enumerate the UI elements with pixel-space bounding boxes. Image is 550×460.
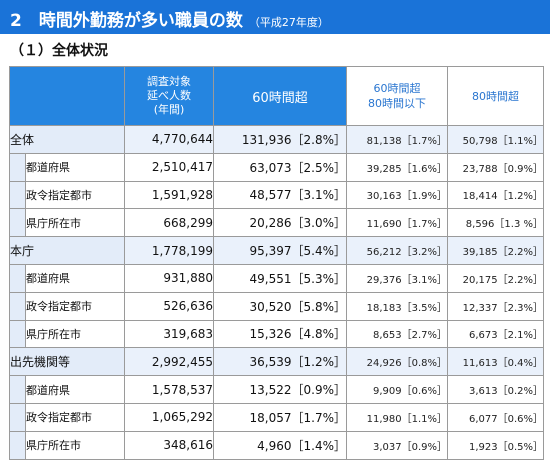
header-over60: 60時間超 xyxy=(213,66,347,126)
cell-survey: 319,683 xyxy=(124,319,214,349)
table-row: 県庁所在市 348,616 4,960［1.4%］ 3,037［0.9%］ 1,… xyxy=(9,430,544,460)
indent-cell xyxy=(9,402,26,432)
cell-survey: 668,299 xyxy=(124,208,214,238)
cell-over60: 49,551［5.3%］ xyxy=(213,263,347,293)
row-label: 政令指定都市 xyxy=(25,402,125,432)
row-label: 県庁所在市 xyxy=(25,430,125,460)
header-over60-to80: 60時間超 80時間以下 xyxy=(346,66,448,126)
title-banner: 2 時間外勤務が多い職員の数 （平成27年度） xyxy=(0,0,550,34)
indent-cell xyxy=(9,152,26,182)
cell-over60-to80: 11,980［1.1%］ xyxy=(346,402,448,432)
row-label: 本庁 xyxy=(9,236,125,265)
table-row: 政令指定都市 526,636 30,520［5.8%］ 18,183［3.5%］… xyxy=(9,291,544,321)
cell-over60-to80: 56,212［3.2%］ xyxy=(346,236,448,265)
indent-cell xyxy=(9,430,26,460)
header-over60-to80-line1: 60時間超 xyxy=(373,82,421,95)
cell-over60: 48,577［3.1%］ xyxy=(213,180,347,210)
table-row: 県庁所在市 319,683 15,326［4.8%］ 8,653［2.7%］ 6… xyxy=(9,319,544,349)
cell-over80: 20,175［2.2%］ xyxy=(447,263,544,293)
cell-over60: 36,539［1.2%］ xyxy=(213,347,347,377)
header-survey: 調査対象 延べ人数 (年間) xyxy=(124,66,214,126)
cell-survey: 4,770,644 xyxy=(124,125,214,154)
row-label: 全体 xyxy=(9,125,125,154)
table-header-row: 調査対象 延べ人数 (年間) 60時間超 60時間超 80時間以下 80時間超 xyxy=(9,66,544,126)
cell-over80: 3,613［0.2%］ xyxy=(447,375,544,404)
header-corner-cell xyxy=(9,66,125,126)
page-title-year: （平成27年度） xyxy=(248,16,329,29)
cell-over80: 1,923［0.5%］ xyxy=(447,430,544,460)
row-label: 都道府県 xyxy=(25,375,125,404)
indent-cell xyxy=(9,319,26,349)
cell-over80: 8,596［1.3 %］ xyxy=(447,208,544,238)
cell-over60-to80: 81,138［1.7%］ xyxy=(346,125,448,154)
cell-survey: 1,065,292 xyxy=(124,402,214,432)
row-label: 政令指定都市 xyxy=(25,180,125,210)
section-title: （１）全体状況 xyxy=(10,43,108,59)
row-label: 都道府県 xyxy=(25,152,125,182)
indent-cell xyxy=(9,263,26,293)
cell-over80: 12,337［2.3%］ xyxy=(447,291,544,321)
row-label: 都道府県 xyxy=(25,263,125,293)
header-survey-line1: 調査対象 xyxy=(147,75,191,88)
table-row: 都道府県 1,578,537 13,522［0.9%］ 9,909［0.6%］ … xyxy=(9,375,544,404)
cell-survey: 2,992,455 xyxy=(124,347,214,377)
table-row-group-total: 全体 4,770,644 131,936［2.8%］ 81,138［1.7%］ … xyxy=(9,125,544,154)
table-row-group-headoffice: 本庁 1,778,199 95,397［5.4%］ 56,212［3.2%］ 3… xyxy=(9,236,544,265)
row-label: 県庁所在市 xyxy=(25,208,125,238)
table-body: 全体 4,770,644 131,936［2.8%］ 81,138［1.7%］ … xyxy=(9,125,544,460)
cell-over80: 6,077［0.6%］ xyxy=(447,402,544,432)
cell-over60-to80: 24,926［0.8%］ xyxy=(346,347,448,377)
header-survey-line3: (年間) xyxy=(153,103,185,116)
cell-survey: 2,510,417 xyxy=(124,152,214,182)
table-row: 県庁所在市 668,299 20,286［3.0%］ 11,690［1.7%］ … xyxy=(9,208,544,238)
indent-cell xyxy=(9,291,26,321)
cell-survey: 526,636 xyxy=(124,291,214,321)
table-row: 都道府県 2,510,417 63,073［2.5%］ 39,285［1.6%］… xyxy=(9,152,544,182)
cell-over60: 95,397［5.4%］ xyxy=(213,236,347,265)
cell-survey: 1,778,199 xyxy=(124,236,214,265)
row-label: 出先機関等 xyxy=(9,347,125,377)
cell-over60: 30,520［5.8%］ xyxy=(213,291,347,321)
table-row: 政令指定都市 1,065,292 18,057［1.7%］ 11,980［1.1… xyxy=(9,402,544,432)
indent-cell xyxy=(9,375,26,404)
header-survey-line2: 延べ人数 xyxy=(147,89,191,102)
header-over60-to80-line2: 80時間以下 xyxy=(368,97,426,110)
cell-over60: 63,073［2.5%］ xyxy=(213,152,347,182)
table-row-group-branch: 出先機関等 2,992,455 36,539［1.2%］ 24,926［0.8%… xyxy=(9,347,544,377)
cell-over80: 39,185［2.2%］ xyxy=(447,236,544,265)
cell-survey: 1,591,928 xyxy=(124,180,214,210)
overtime-table: 調査対象 延べ人数 (年間) 60時間超 60時間超 80時間以下 80時間超 … xyxy=(9,66,544,460)
page-title-text: 2 時間外勤務が多い職員の数 xyxy=(10,11,243,31)
cell-over60-to80: 9,909［0.6%］ xyxy=(346,375,448,404)
cell-over60-to80: 18,183［3.5%］ xyxy=(346,291,448,321)
cell-over60: 4,960［1.4%］ xyxy=(213,430,347,460)
indent-cell xyxy=(9,208,26,238)
cell-over80: 50,798［1.1%］ xyxy=(447,125,544,154)
indent-cell xyxy=(9,180,26,210)
cell-survey: 931,880 xyxy=(124,263,214,293)
cell-over80: 11,613［0.4%］ xyxy=(447,347,544,377)
cell-over60-to80: 8,653［2.7%］ xyxy=(346,319,448,349)
table-row: 都道府県 931,880 49,551［5.3%］ 29,376［3.1%］ 2… xyxy=(9,263,544,293)
cell-over60-to80: 3,037［0.9%］ xyxy=(346,430,448,460)
cell-survey: 348,616 xyxy=(124,430,214,460)
cell-over60: 13,522［0.9%］ xyxy=(213,375,347,404)
table-row: 政令指定都市 1,591,928 48,577［3.1%］ 30,163［1.9… xyxy=(9,180,544,210)
row-label: 政令指定都市 xyxy=(25,291,125,321)
cell-over60-to80: 30,163［1.9%］ xyxy=(346,180,448,210)
cell-over60: 18,057［1.7%］ xyxy=(213,402,347,432)
cell-over80: 18,414［1.2%］ xyxy=(447,180,544,210)
cell-over60: 131,936［2.8%］ xyxy=(213,125,347,154)
row-label: 県庁所在市 xyxy=(25,319,125,349)
header-over80: 80時間超 xyxy=(447,66,544,126)
page-title: 2 時間外勤務が多い職員の数 （平成27年度） xyxy=(10,6,329,31)
cell-survey: 1,578,537 xyxy=(124,375,214,404)
cell-over60: 20,286［3.0%］ xyxy=(213,208,347,238)
cell-over60: 15,326［4.8%］ xyxy=(213,319,347,349)
cell-over60-to80: 39,285［1.6%］ xyxy=(346,152,448,182)
cell-over80: 6,673［2.1%］ xyxy=(447,319,544,349)
cell-over60-to80: 29,376［3.1%］ xyxy=(346,263,448,293)
cell-over80: 23,788［0.9%］ xyxy=(447,152,544,182)
cell-over60-to80: 11,690［1.7%］ xyxy=(346,208,448,238)
